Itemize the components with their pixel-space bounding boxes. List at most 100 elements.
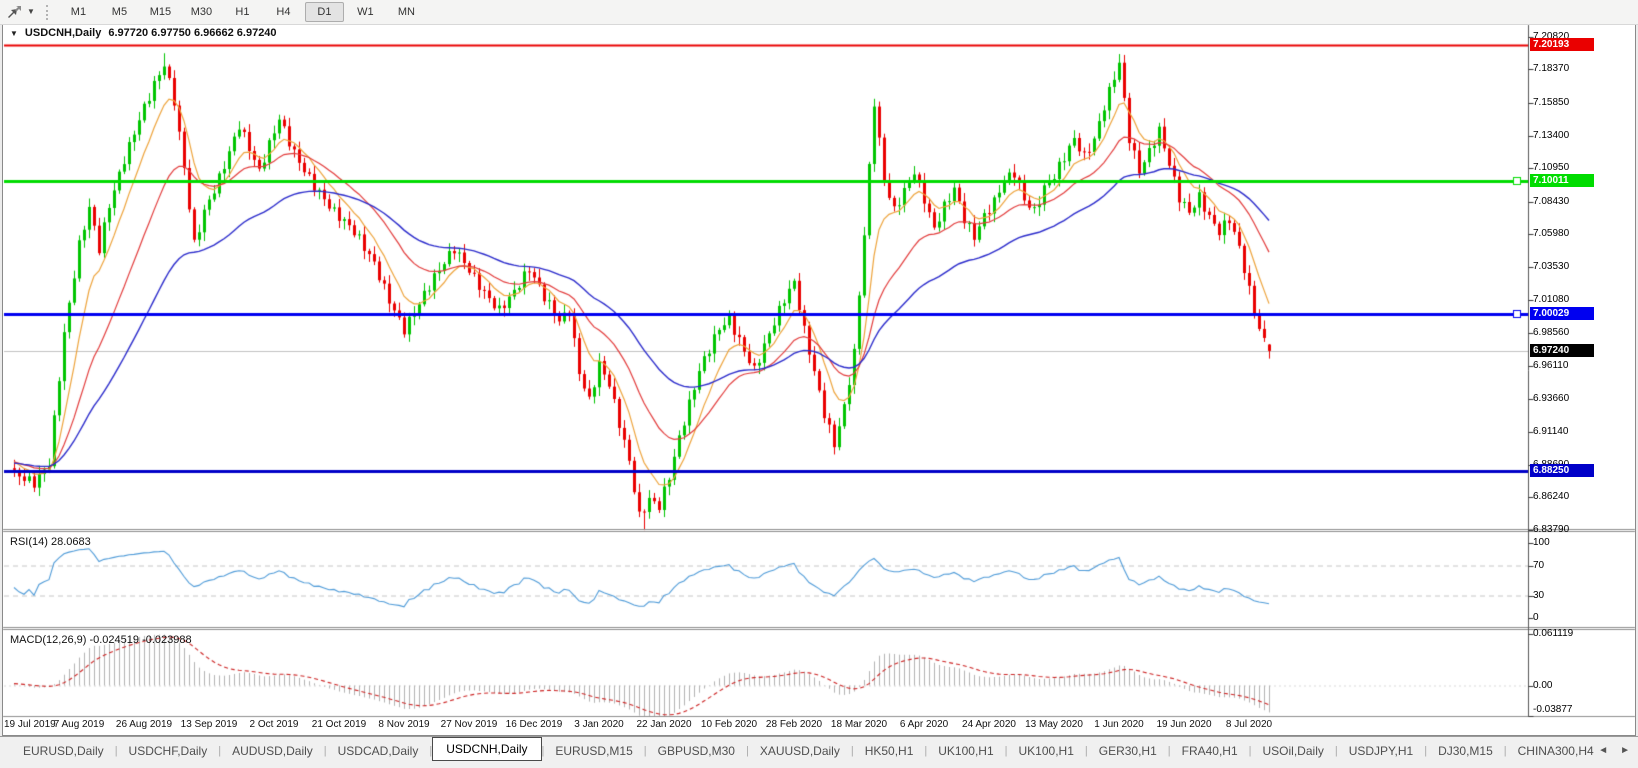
collapse-arrow-icon[interactable]: ▼: [10, 28, 18, 38]
price-axis-label: 7.03530: [1533, 261, 1570, 273]
price-level-tag: 7.10011: [1530, 173, 1594, 187]
timeframe-button-m15[interactable]: M15: [149, 6, 172, 18]
tab-separator: |: [429, 745, 433, 757]
tab-usdchf-daily[interactable]: USDCHF,Daily: [128, 744, 208, 758]
quote-ohlc-label: 6.97720 6.97750 6.96662 6.97240: [108, 27, 277, 39]
tab-uk100-h1[interactable]: UK100,H1: [938, 744, 994, 758]
date-axis-label: 21 Oct 2019: [311, 719, 367, 730]
timeframe-button-w1[interactable]: W1: [357, 6, 374, 18]
date-axis-label: 26 Aug 2019: [115, 719, 173, 730]
rsi-axis-label: 100: [1533, 537, 1550, 548]
timeframe-toolbar: M1 M5 M15 M30 H1 H4 D1 W1 MN: [58, 2, 427, 22]
price-axis-label: 7.08430: [1533, 195, 1570, 207]
tab-audusd-daily[interactable]: AUDUSD,Daily: [232, 744, 313, 758]
date-axis-label: 10 Feb 2020: [700, 719, 758, 730]
price-axis-label: 6.98560: [1533, 327, 1570, 339]
date-axis-label: 8 Jul 2020: [1225, 719, 1273, 730]
tab-scroll-nav: ◄ ►: [1598, 745, 1630, 756]
tab-xauusd-daily[interactable]: XAUUSD,Daily: [759, 744, 840, 758]
price-axis-label: 7.10950: [1533, 162, 1570, 174]
chart-tabs: EURUSD,Daily | USDCHF,Daily | AUDUSD,Daily | U…: [12, 737, 1605, 764]
price-axis-label: 6.91140: [1533, 426, 1569, 438]
tab-separator: |: [323, 745, 327, 757]
symbol-period-label: USDCNH,Daily: [24, 27, 102, 39]
date-axis-label: 19 Jun 2020: [1156, 719, 1212, 730]
tab-separator: |: [114, 745, 118, 757]
price-level-tag: 6.88250: [1530, 463, 1594, 477]
date-axis-label: 19 Jul 2019: [4, 719, 56, 730]
date-axis-label: 28 Feb 2020: [765, 719, 823, 730]
dropdown-caret-icon[interactable]: ▼: [27, 7, 35, 16]
macd-axis-label: 0.00: [1533, 679, 1553, 691]
tab-separator: |: [541, 745, 545, 757]
rsi-axis-label: 70: [1533, 559, 1545, 571]
toolbar: ▼ M1 M5 M15 M30 H1 H4 D1 W1 MN: [0, 0, 1638, 25]
tab-dj30-m15[interactable]: DJ30,M15: [1438, 744, 1493, 758]
rsi-indicator-label: RSI(14) 28.0683: [10, 536, 91, 548]
price-axis-label: 6.96110: [1533, 359, 1569, 371]
price-axis-label: 7.15850: [1533, 96, 1570, 108]
timeframe-button-d1[interactable]: D1: [304, 2, 344, 22]
date-axis-label: 2 Oct 2019: [249, 719, 299, 730]
macd-axis-label: 0.061119: [1533, 628, 1574, 640]
price-level-tag: 7.00029: [1530, 306, 1594, 320]
tab-separator: |: [850, 745, 854, 757]
tab-separator: |: [1248, 745, 1252, 757]
date-axis-label: 1 Jun 2020: [1094, 719, 1144, 730]
rsi-axis-label: 0: [1533, 612, 1539, 623]
tab-uk100-h1[interactable]: UK100,H1: [1018, 744, 1074, 758]
tab-hk50-h1[interactable]: HK50,H1: [864, 744, 914, 758]
timeframe-button-h4[interactable]: H4: [276, 6, 291, 18]
tab-separator: |: [1424, 745, 1428, 757]
price-axis-label: 7.13400: [1533, 129, 1570, 141]
timeframe-button-m30[interactable]: M30: [190, 6, 213, 18]
timeframe-button-m5[interactable]: M5: [111, 6, 128, 18]
price-axis-label: 7.18370: [1533, 63, 1570, 75]
timeframe-button-m1[interactable]: M1: [70, 6, 87, 18]
date-axis-label: 16 Dec 2019: [505, 719, 563, 730]
price-axis-label: 7.05980: [1533, 228, 1570, 240]
date-axis-label: 22 Jan 2020: [636, 719, 692, 730]
date-axis-label: 6 Apr 2020: [899, 719, 949, 730]
tab-usdcnh-daily[interactable]: USDCNH,Daily: [432, 737, 542, 761]
price-axis-label: 6.86240: [1533, 491, 1570, 503]
tab-scroll-left-icon[interactable]: ◄: [1598, 745, 1609, 756]
date-axis-label: 18 Mar 2020: [830, 719, 888, 730]
tab-separator: |: [745, 745, 749, 757]
chart-title: ▼ USDCNH,Daily 6.97720 6.97750 6.96662 6…: [10, 27, 277, 39]
tab-separator: |: [1334, 745, 1338, 757]
price-axis-label: 6.93660: [1533, 392, 1570, 404]
date-axis-label: 27 Nov 2019: [440, 719, 498, 730]
tab-separator: |: [643, 745, 647, 757]
chart-pointer-icon[interactable]: ▼: [0, 1, 42, 23]
date-axis-label: 13 May 2020: [1025, 719, 1083, 730]
tab-eurusd-m15[interactable]: EURUSD,M15: [555, 744, 633, 758]
tab-china300-h4[interactable]: CHINA300,H4: [1517, 744, 1594, 758]
tab-ger30-h1[interactable]: GER30,H1: [1098, 744, 1157, 758]
toolbar-grip[interactable]: [45, 4, 48, 20]
tab-scroll-right-icon[interactable]: ►: [1620, 745, 1630, 756]
timeframe-button-mn[interactable]: MN: [397, 6, 415, 18]
tab-bar: EURUSD,Daily | USDCHF,Daily | AUDUSD,Daily | U…: [0, 736, 1638, 768]
tab-eurusd-daily[interactable]: EURUSD,Daily: [23, 744, 104, 758]
tab-usoil-daily[interactable]: USOil,Daily: [1262, 744, 1324, 758]
rsi-axis-label: 30: [1533, 589, 1545, 601]
date-axis-label: 13 Sep 2019: [180, 719, 238, 730]
tab-separator: |: [1503, 745, 1507, 757]
date-axis-label: 8 Nov 2019: [378, 719, 430, 730]
tab-usdjpy-h1[interactable]: USDJPY,H1: [1348, 744, 1414, 758]
tab-gbpusd-m30[interactable]: GBPUSD,M30: [657, 744, 735, 758]
tab-fra40-h1[interactable]: FRA40,H1: [1181, 744, 1238, 758]
price-axis-label: 7.01080: [1533, 293, 1570, 305]
date-axis-label: 24 Apr 2020: [962, 719, 1016, 730]
macd-indicator-label: MACD(12,26,9) -0.024519 -0.023988: [10, 634, 192, 646]
date-axis-label: 7 Aug 2019: [53, 719, 105, 730]
price-level-tag: 7.20193: [1530, 38, 1594, 52]
tab-separator: |: [924, 745, 928, 757]
tab-usdcad-daily[interactable]: USDCAD,Daily: [337, 744, 419, 758]
tab-separator: |: [218, 745, 222, 757]
timeframe-button-h1[interactable]: H1: [235, 6, 250, 18]
tab-separator: |: [1084, 745, 1088, 757]
